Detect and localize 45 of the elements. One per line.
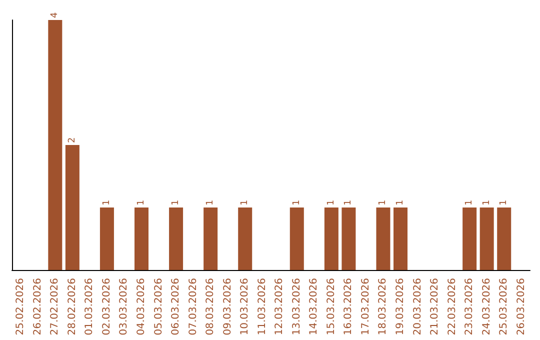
data-label: 1 xyxy=(206,200,216,206)
x-tick-label: 28.02.2026 xyxy=(66,278,78,336)
data-label: 1 xyxy=(396,200,406,206)
x-tick-label: 26.03.2026 xyxy=(516,278,527,336)
x-tick-label: 20.03.2026 xyxy=(412,278,424,336)
x-tick-label: 13.03.2026 xyxy=(291,278,302,336)
data-label: 1 xyxy=(378,200,388,206)
x-tick-label: 05.03.2026 xyxy=(153,278,164,336)
x-tick-label: 07.03.2026 xyxy=(188,278,199,336)
x-tick-label: 04.03.2026 xyxy=(136,278,147,336)
data-label: 1 xyxy=(326,200,336,206)
x-tick-label: 14.03.2026 xyxy=(308,278,320,336)
data-label: 1 xyxy=(499,200,510,206)
data-label: 1 xyxy=(240,200,250,206)
x-tick-label: 22.03.2026 xyxy=(446,278,458,336)
x-tick-label: 08.03.2026 xyxy=(205,278,216,336)
data-label: 1 xyxy=(482,200,492,206)
x-tick-label: 17.03.2026 xyxy=(360,278,372,336)
data-label: 1 xyxy=(292,200,302,206)
data-label: 1 xyxy=(464,200,475,206)
data-label: 1 xyxy=(344,200,354,206)
data-label: 1 xyxy=(171,200,182,206)
x-tick-label: 06.03.2026 xyxy=(170,278,182,336)
x-tick-label: 10.03.2026 xyxy=(240,278,251,336)
data-label: 1 xyxy=(102,200,112,206)
data-label: 2 xyxy=(67,137,78,143)
data-label: 1 xyxy=(136,200,146,206)
x-tick-label: 03.03.2026 xyxy=(118,278,130,336)
x-tick-label: 15.03.2026 xyxy=(326,278,337,336)
x-tick-label: 02.03.2026 xyxy=(101,278,112,336)
x-tick-label: 12.03.2026 xyxy=(274,278,286,336)
x-tick-label: 21.03.2026 xyxy=(430,278,441,336)
x-tick-label: 26.02.2026 xyxy=(32,278,44,336)
x-tick-label: 19.03.2026 xyxy=(395,278,406,336)
x-tick-label: 18.03.2026 xyxy=(378,278,389,336)
x-tick-label: 16.03.2026 xyxy=(343,278,354,336)
x-tick-label: 25.03.2026 xyxy=(498,278,510,336)
data-label: 4 xyxy=(50,12,60,18)
x-tick-label: 11.03.2026 xyxy=(256,278,268,336)
x-tick-label: 27.02.2026 xyxy=(50,278,61,336)
x-tick-label: 01.03.2026 xyxy=(84,278,96,336)
x-tick-label: 23.03.2026 xyxy=(464,278,476,336)
x-tick-label: 09.03.2026 xyxy=(222,278,234,336)
x-tick-label: 24.03.2026 xyxy=(481,278,492,336)
x-tick-label: 25.02.2026 xyxy=(15,278,26,336)
